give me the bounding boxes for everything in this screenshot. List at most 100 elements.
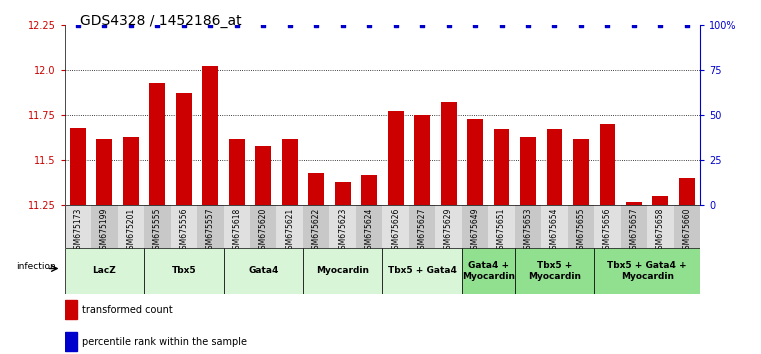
Point (284, 22, 296, 28)
Text: GSM675624: GSM675624 (365, 207, 374, 254)
Text: GSM675629: GSM675629 (444, 207, 453, 254)
Bar (514, 248, 594, 294)
Bar (541, 205, 568, 248)
Point (469, 22, 481, 28)
Point (495, 22, 508, 28)
Bar (600, 124, 616, 205)
Bar (467, 119, 483, 205)
Bar (65, 248, 144, 294)
Bar (335, 182, 351, 205)
Text: GSM675622: GSM675622 (312, 207, 320, 254)
Bar (356, 205, 382, 248)
Bar (387, 112, 403, 205)
Text: Tbx5 + Gata4: Tbx5 + Gata4 (387, 266, 457, 275)
Text: GSM675618: GSM675618 (232, 207, 241, 254)
Point (257, 22, 269, 28)
Text: GSM675654: GSM675654 (550, 207, 559, 254)
Point (390, 22, 402, 28)
Point (575, 22, 587, 28)
Bar (441, 102, 457, 205)
Text: GSM675199: GSM675199 (100, 207, 109, 254)
Bar (435, 205, 462, 248)
Text: GSM675173: GSM675173 (73, 207, 82, 254)
Bar (65, 332, 78, 351)
Bar (679, 178, 695, 205)
Bar (224, 205, 250, 248)
Point (151, 22, 164, 28)
Text: GSM675658: GSM675658 (656, 207, 665, 254)
Bar (462, 248, 514, 294)
Bar (70, 128, 86, 205)
Bar (282, 138, 298, 205)
Bar (97, 138, 113, 205)
Bar (229, 138, 245, 205)
Text: GDS4328 / 1452186_at: GDS4328 / 1452186_at (80, 14, 241, 28)
Text: infection: infection (16, 262, 56, 271)
Bar (546, 130, 562, 205)
Bar (652, 196, 668, 205)
Point (416, 22, 428, 28)
Text: GSM675656: GSM675656 (603, 207, 612, 254)
Point (601, 22, 613, 28)
Bar (382, 205, 409, 248)
Text: GSM675555: GSM675555 (153, 207, 162, 254)
Text: GSM675201: GSM675201 (126, 207, 135, 254)
Bar (382, 248, 462, 294)
Bar (621, 205, 647, 248)
Bar (568, 205, 594, 248)
Bar (118, 205, 144, 248)
Bar (330, 205, 356, 248)
Point (336, 22, 349, 28)
Bar (673, 205, 700, 248)
Bar (91, 205, 118, 248)
Bar (573, 138, 589, 205)
Bar (65, 300, 78, 319)
Bar (361, 175, 377, 205)
Point (310, 22, 323, 28)
Bar (65, 205, 91, 248)
Text: GSM675655: GSM675655 (577, 207, 585, 254)
Bar (250, 205, 276, 248)
Bar (494, 130, 510, 205)
Text: GSM675657: GSM675657 (629, 207, 638, 254)
Text: Tbx5 + Gata4 +
Myocardin: Tbx5 + Gata4 + Myocardin (607, 261, 687, 280)
Text: GSM675626: GSM675626 (391, 207, 400, 254)
Point (72, 22, 84, 28)
Bar (255, 146, 271, 205)
Point (98, 22, 110, 28)
Text: GSM675653: GSM675653 (524, 207, 533, 254)
Point (549, 22, 561, 28)
Point (681, 22, 693, 28)
Point (654, 22, 667, 28)
Text: GSM675623: GSM675623 (338, 207, 347, 254)
Bar (276, 205, 303, 248)
Text: Gata4 +
Myocardin: Gata4 + Myocardin (462, 261, 514, 280)
Bar (303, 248, 382, 294)
Bar (144, 248, 224, 294)
Text: Myocardin: Myocardin (316, 266, 369, 275)
Bar (594, 205, 621, 248)
Bar (197, 205, 224, 248)
Bar (489, 205, 514, 248)
Text: GSM675627: GSM675627 (418, 207, 427, 254)
Point (125, 22, 137, 28)
Text: Tbx5 +
Myocardin: Tbx5 + Myocardin (528, 261, 581, 280)
Text: Tbx5: Tbx5 (171, 266, 196, 275)
Bar (123, 137, 139, 205)
Point (442, 22, 454, 28)
Text: GSM675649: GSM675649 (470, 207, 479, 254)
Text: percentile rank within the sample: percentile rank within the sample (82, 337, 247, 347)
Bar (303, 205, 330, 248)
Bar (514, 205, 541, 248)
Point (231, 22, 243, 28)
Text: transformed count: transformed count (82, 305, 173, 315)
Bar (149, 82, 165, 205)
Text: Gata4: Gata4 (248, 266, 279, 275)
Bar (170, 205, 197, 248)
Text: GSM675651: GSM675651 (497, 207, 506, 254)
Text: GSM675620: GSM675620 (259, 207, 268, 254)
Bar (414, 115, 430, 205)
Point (363, 22, 375, 28)
Text: GSM675660: GSM675660 (683, 207, 692, 254)
Text: LacZ: LacZ (93, 266, 116, 275)
